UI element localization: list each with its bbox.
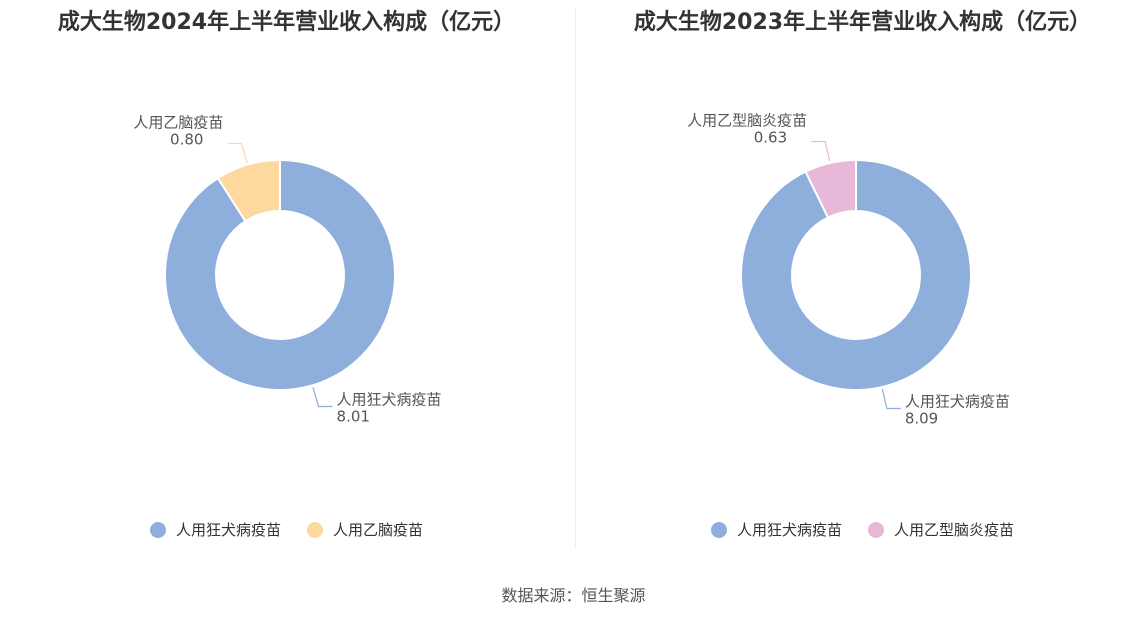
label-leader-line xyxy=(312,387,333,408)
label-leader-line xyxy=(227,142,248,163)
chart-panel-2024: 成大生物2024年上半年营业收入构成（亿元） 人用狂犬病疫苗 8.01 人用乙脑疫苗… xyxy=(0,0,573,560)
donut-slice[interactable] xyxy=(164,158,396,391)
slice-value-label: 8.01 xyxy=(337,407,370,425)
legend-item-je[interactable]: 人用乙脑疫苗 xyxy=(307,519,423,540)
legend-item-je[interactable]: 人用乙型脑炎疫苗 xyxy=(868,519,1014,540)
legend-label: 人用乙型脑炎疫苗 xyxy=(894,521,1015,539)
legend-dot-icon xyxy=(307,521,323,538)
legend-item-rabies[interactable]: 人用狂犬病疫苗 xyxy=(710,519,842,540)
data-source-note: 数据来源：恒生聚源 xyxy=(501,586,646,605)
donut-slice[interactable] xyxy=(216,158,281,223)
legend-label: 人用狂犬病疫苗 xyxy=(736,521,842,539)
donut-slice[interactable] xyxy=(804,158,857,219)
slice-category-label: 人用乙型脑炎疫苗 xyxy=(687,112,807,130)
panel-divider xyxy=(575,8,576,548)
donut-slice[interactable] xyxy=(740,158,972,391)
chart-panel-2023: 成大生物2023年上半年营业收入构成（亿元） 人用狂犬病疫苗 8.09 人用乙型脑炎… xyxy=(576,0,1147,560)
slice-value-label: 0.63 xyxy=(754,129,787,147)
slice-category-label: 人用狂犬病疫苗 xyxy=(905,392,1010,410)
legend-dot-icon xyxy=(868,521,884,538)
slice-value-label: 0.80 xyxy=(170,131,203,149)
legend-label: 人用狂犬病疫苗 xyxy=(175,521,281,539)
slice-category-label: 人用乙脑疫苗 xyxy=(133,114,223,132)
legend-label: 人用乙脑疫苗 xyxy=(333,521,424,539)
slice-category-label: 人用狂犬病疫苗 xyxy=(337,390,442,408)
chart-title: 成大生物2024年上半年营业收入构成（亿元） xyxy=(57,10,516,35)
label-leader-line xyxy=(811,140,831,162)
chart-legend: 人用狂犬病疫苗 人用乙型脑炎疫苗 xyxy=(576,519,1147,540)
chart-title: 成大生物2023年上半年营业收入构成（亿元） xyxy=(633,10,1092,35)
legend-dot-icon xyxy=(710,521,727,538)
slice-value-label: 8.09 xyxy=(905,409,938,427)
legend-dot-icon xyxy=(149,521,166,538)
chart-legend: 人用狂犬病疫苗 人用乙脑疫苗 xyxy=(0,519,573,540)
legend-item-rabies[interactable]: 人用狂犬病疫苗 xyxy=(149,519,281,540)
label-leader-line xyxy=(881,388,901,410)
